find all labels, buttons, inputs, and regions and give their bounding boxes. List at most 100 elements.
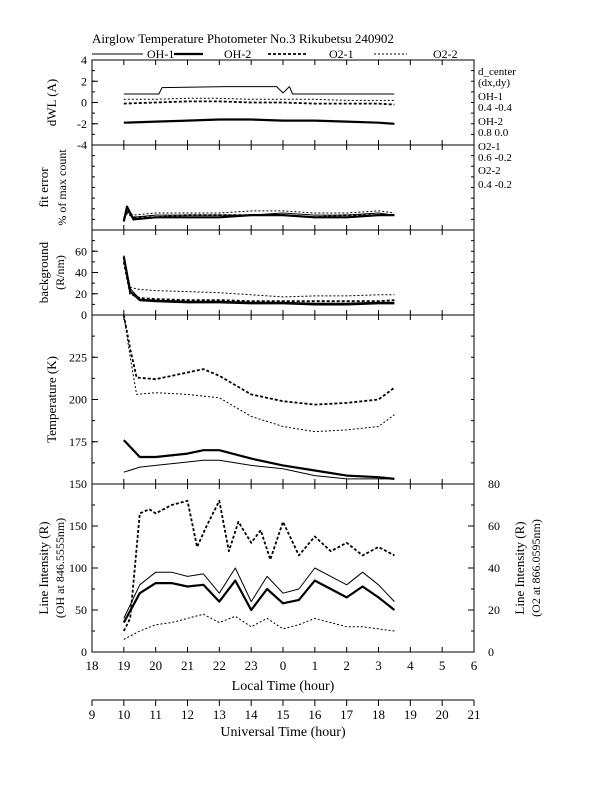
panels: -4 -2 0 2 4 dWL (A) fit error % of max count 0 20… — [36, 53, 543, 659]
series-line-oh-1 — [123, 567, 395, 619]
y-tick-label: 0 — [81, 96, 87, 110]
panel-background: 0 20 40 60 background (R/nm) — [36, 229, 475, 322]
local-time-tick-label: 22 — [213, 658, 226, 673]
series-line-o2-2 — [123, 210, 395, 218]
universal-time-tick-label: 9 — [89, 707, 96, 722]
universal-time-tick-label: 15 — [277, 707, 290, 722]
side-note: O2-1 — [478, 141, 501, 153]
y-tick-label: 225 — [69, 350, 87, 364]
y-tick-label: 175 — [69, 435, 87, 449]
y-axis-label: Temperature (K) — [44, 356, 59, 443]
local-time-tick-label: 0 — [280, 658, 287, 673]
y2-tick-label: 0 — [488, 645, 494, 659]
series-line-oh-1 — [123, 459, 395, 480]
side-note: 0.8 0.0 — [478, 127, 509, 139]
legend: OH-1 OH-2 O2-1 O2-2 — [92, 47, 458, 61]
legend-label-o2-2: O2-2 — [433, 47, 458, 61]
y-tick-label: 2 — [81, 74, 87, 88]
y-axis-label-secondary: % of max count — [55, 149, 69, 226]
local-time-tick-label: 4 — [407, 658, 414, 673]
y2-axis-label-secondary: (O2 at 866.0595nm) — [529, 519, 543, 617]
y2-tick-label: 60 — [488, 519, 500, 533]
panel-frame — [91, 314, 475, 485]
y-tick-label: -2 — [77, 117, 87, 131]
y2-tick-label: 80 — [488, 477, 500, 491]
y-tick-label: -4 — [77, 138, 87, 152]
local-time-tick-label: 20 — [149, 658, 162, 673]
y-axis-label-secondary: (R/nm) — [53, 255, 67, 290]
series-line-o2-1 — [122, 499, 395, 632]
legend-label-oh-2: OH-2 — [224, 47, 251, 61]
series-line-oh-2 — [122, 205, 395, 222]
side-note: 0.4 -0.2 — [478, 179, 512, 191]
universal-time-tick-label: 14 — [245, 707, 259, 722]
y-tick-label: 4 — [81, 53, 87, 67]
panel-temperature: 150 175 200 225 Temperature (K) — [44, 314, 475, 491]
side-note: O2-2 — [478, 165, 501, 177]
y-tick-label: 50 — [75, 603, 87, 617]
series-line-oh-2 — [122, 579, 396, 624]
local-time-tick-label: 19 — [117, 658, 130, 673]
series-line-o2-2 — [123, 315, 395, 433]
series-line-o2-1 — [123, 100, 395, 106]
y-tick-label: 60 — [75, 244, 87, 258]
local-time-tick-label: 18 — [86, 658, 99, 673]
series-line-o2-1 — [122, 315, 395, 406]
universal-time-tick-label: 21 — [468, 707, 481, 722]
series-line-oh-2 — [122, 256, 395, 306]
series-line-o2-1 — [122, 212, 395, 220]
y-axis-label: dWL (A) — [44, 79, 59, 127]
y-axis-label-secondary: (OH at 846.5555nm) — [53, 518, 67, 618]
y2-axis-label: Line Intensity (R) — [512, 521, 527, 614]
universal-time-tick-label: 10 — [117, 707, 130, 722]
local-time-tick-label: 3 — [375, 658, 382, 673]
side-note: OH-1 — [478, 91, 503, 103]
universal-time-tick-label: 16 — [308, 707, 322, 722]
side-note: 0.6 -0.2 — [478, 152, 512, 164]
universal-time-tick-label: 11 — [149, 707, 162, 722]
series-line-oh-1 — [123, 86, 395, 95]
y-axis-label: fit error — [36, 167, 51, 208]
side-note: 0.4 -0.4 — [478, 102, 512, 114]
y-tick-label: 150 — [69, 519, 87, 533]
y-axis-label: Line Intensity (R) — [36, 521, 51, 614]
local-time-tick-label: 21 — [181, 658, 194, 673]
y2-tick-label: 40 — [488, 561, 500, 575]
local-time-tick-label: 1 — [312, 658, 319, 673]
y-tick-label: 200 — [69, 393, 87, 407]
y-tick-label: 20 — [75, 287, 87, 301]
y-tick-label: 0 — [81, 308, 87, 322]
series-line-o2-2 — [123, 97, 395, 101]
y-tick-label: 0 — [81, 645, 87, 659]
local-time-axis-label: Local Time (hour) — [232, 679, 335, 694]
panel-fit-error: fit error % of max count — [36, 144, 475, 231]
universal-time-tick-label: 18 — [372, 707, 385, 722]
local-time-tick-label: 2 — [343, 658, 350, 673]
local-time-tick-label: 5 — [439, 658, 446, 673]
side-note: OH-2 — [478, 116, 503, 128]
y-tick-label: 100 — [69, 561, 87, 575]
universal-time-tick-label: 13 — [213, 707, 226, 722]
universal-time-tick-label: 17 — [340, 707, 354, 722]
local-time-tick-label: 6 — [471, 658, 478, 673]
panel-dwl: -4 -2 0 2 4 dWL (A) — [44, 53, 475, 152]
legend-label-oh-1: OH-1 — [147, 47, 174, 61]
universal-time-tick-label: 12 — [181, 707, 194, 722]
series-line-o2-1 — [122, 261, 395, 303]
series-line-o2-2 — [123, 613, 395, 640]
y-axis-label: background — [36, 241, 51, 303]
series-line-oh-2 — [123, 118, 395, 125]
y-tick-label: 150 — [69, 477, 87, 491]
side-note: (dx,dy) — [478, 77, 510, 89]
universal-time-tick-label: 19 — [404, 707, 417, 722]
side-notes: d_center(dx,dy) OH-10.4 -0.4 OH-20.8 0.0 O2… — [478, 66, 516, 191]
universal-time-axis-label: Universal Time (hour) — [220, 725, 346, 740]
y-tick-label: 40 — [75, 266, 87, 280]
series-line-o2-2 — [123, 259, 395, 298]
universal-time-tick-label: 20 — [436, 707, 449, 722]
side-note: d_center — [478, 66, 516, 78]
local-time-tick-label: 23 — [245, 658, 258, 673]
